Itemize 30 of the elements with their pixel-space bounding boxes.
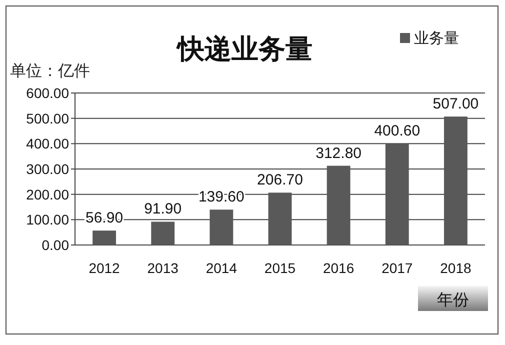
x-tick-label: 2015: [264, 260, 296, 276]
x-tick-label: 2018: [440, 260, 472, 276]
x-tick-label: 2016: [322, 260, 354, 276]
x-tick-label: 2013: [147, 260, 179, 276]
bar: [385, 144, 409, 245]
bar: [326, 166, 350, 245]
chart-title: 快递业务量: [176, 34, 312, 64]
bar: [444, 116, 468, 245]
legend-label: 业务量: [414, 30, 459, 47]
y-tick-label: 300.00: [26, 161, 70, 177]
data-label: 312.80: [316, 144, 362, 162]
data-label: 91.90: [144, 200, 182, 218]
y-tick-label: 600.00: [26, 85, 70, 101]
y-tick-label: 100.00: [26, 212, 70, 228]
data-label: 507.00: [432, 96, 479, 113]
y-tick-label: 400.00: [26, 136, 70, 152]
bar: [92, 230, 116, 245]
data-label: 400.60: [374, 122, 420, 140]
y-tick-label: 500.00: [26, 110, 70, 126]
x-tick-label: 2012: [88, 260, 120, 276]
x-tick-label: 2017: [382, 260, 413, 276]
bar: [151, 222, 175, 245]
y-tick-label: 0.00: [42, 237, 70, 253]
x-axis-title: 年份: [437, 292, 469, 309]
x-tick-label: 2014: [206, 260, 238, 276]
bar: [268, 192, 292, 245]
y-tick-label: 200.00: [26, 186, 70, 202]
bar: [210, 210, 234, 245]
y-axis-title: 单位：亿件: [10, 62, 90, 80]
data-label: 206.70: [257, 172, 303, 189]
